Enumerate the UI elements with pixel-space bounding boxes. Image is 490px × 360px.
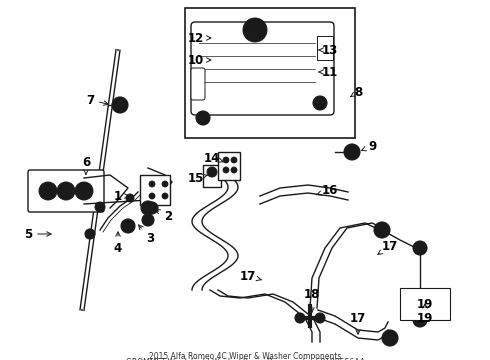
Circle shape bbox=[207, 167, 217, 177]
Text: 16: 16 bbox=[317, 184, 338, 197]
Circle shape bbox=[417, 245, 423, 251]
Circle shape bbox=[95, 202, 105, 212]
Circle shape bbox=[315, 313, 325, 323]
Circle shape bbox=[243, 18, 267, 42]
Circle shape bbox=[80, 187, 88, 195]
Circle shape bbox=[387, 335, 393, 341]
Circle shape bbox=[231, 167, 237, 173]
Bar bbox=[317, 36, 333, 60]
Circle shape bbox=[223, 167, 229, 173]
Text: 18: 18 bbox=[304, 288, 320, 312]
Text: 17: 17 bbox=[378, 239, 398, 255]
Circle shape bbox=[149, 181, 155, 187]
Circle shape bbox=[146, 218, 150, 222]
Circle shape bbox=[344, 144, 360, 160]
Text: 19: 19 bbox=[417, 297, 433, 310]
Text: 17: 17 bbox=[350, 311, 366, 334]
Circle shape bbox=[145, 205, 151, 211]
Text: 15: 15 bbox=[188, 171, 207, 184]
Circle shape bbox=[125, 223, 131, 229]
Circle shape bbox=[85, 229, 95, 239]
Text: 19: 19 bbox=[417, 304, 433, 324]
FancyBboxPatch shape bbox=[28, 170, 104, 212]
Circle shape bbox=[146, 202, 158, 214]
Circle shape bbox=[196, 111, 210, 125]
Circle shape bbox=[44, 187, 52, 195]
Circle shape bbox=[149, 193, 155, 199]
Text: GROMMET-Windshield Washer Pump Diagram for 68100556AA: GROMMET-Windshield Washer Pump Diagram f… bbox=[125, 358, 365, 360]
Circle shape bbox=[112, 97, 128, 113]
Circle shape bbox=[162, 193, 168, 199]
Text: 5: 5 bbox=[24, 228, 51, 240]
FancyBboxPatch shape bbox=[140, 175, 170, 205]
Text: 12: 12 bbox=[188, 31, 211, 45]
Text: 14: 14 bbox=[204, 152, 223, 165]
FancyBboxPatch shape bbox=[218, 152, 240, 180]
Bar bbox=[185, 8, 355, 138]
Circle shape bbox=[417, 317, 423, 323]
Circle shape bbox=[88, 232, 92, 236]
Bar bbox=[400, 288, 450, 320]
Circle shape bbox=[162, 181, 168, 187]
Circle shape bbox=[313, 96, 327, 110]
Circle shape bbox=[39, 182, 57, 200]
FancyBboxPatch shape bbox=[191, 22, 334, 115]
Circle shape bbox=[126, 194, 134, 202]
FancyBboxPatch shape bbox=[203, 165, 221, 187]
Circle shape bbox=[382, 330, 398, 346]
Text: 2: 2 bbox=[155, 210, 172, 222]
Text: 8: 8 bbox=[351, 85, 362, 99]
Circle shape bbox=[57, 182, 75, 200]
Circle shape bbox=[413, 313, 427, 327]
Circle shape bbox=[200, 115, 206, 121]
Text: 11: 11 bbox=[319, 66, 338, 78]
Circle shape bbox=[413, 241, 427, 255]
FancyBboxPatch shape bbox=[191, 68, 205, 100]
Circle shape bbox=[117, 102, 123, 108]
Circle shape bbox=[141, 201, 155, 215]
Text: 7: 7 bbox=[86, 94, 108, 107]
Circle shape bbox=[142, 214, 154, 226]
Text: 2015 Alfa Romeo 4C Wiper & Washer Components: 2015 Alfa Romeo 4C Wiper & Washer Compon… bbox=[149, 352, 341, 360]
Circle shape bbox=[374, 222, 390, 238]
Circle shape bbox=[231, 157, 237, 163]
Circle shape bbox=[62, 187, 70, 195]
Text: 3: 3 bbox=[139, 225, 154, 244]
Text: 17: 17 bbox=[240, 270, 262, 283]
Text: 1: 1 bbox=[114, 189, 129, 202]
Text: 6: 6 bbox=[82, 156, 90, 174]
Circle shape bbox=[75, 182, 93, 200]
Circle shape bbox=[379, 227, 385, 233]
Circle shape bbox=[317, 100, 323, 106]
Circle shape bbox=[121, 219, 135, 233]
Circle shape bbox=[223, 157, 229, 163]
Text: 9: 9 bbox=[362, 139, 376, 153]
Text: 13: 13 bbox=[319, 44, 338, 57]
Circle shape bbox=[295, 313, 305, 323]
Text: 10: 10 bbox=[188, 54, 211, 67]
Text: 4: 4 bbox=[114, 232, 122, 255]
